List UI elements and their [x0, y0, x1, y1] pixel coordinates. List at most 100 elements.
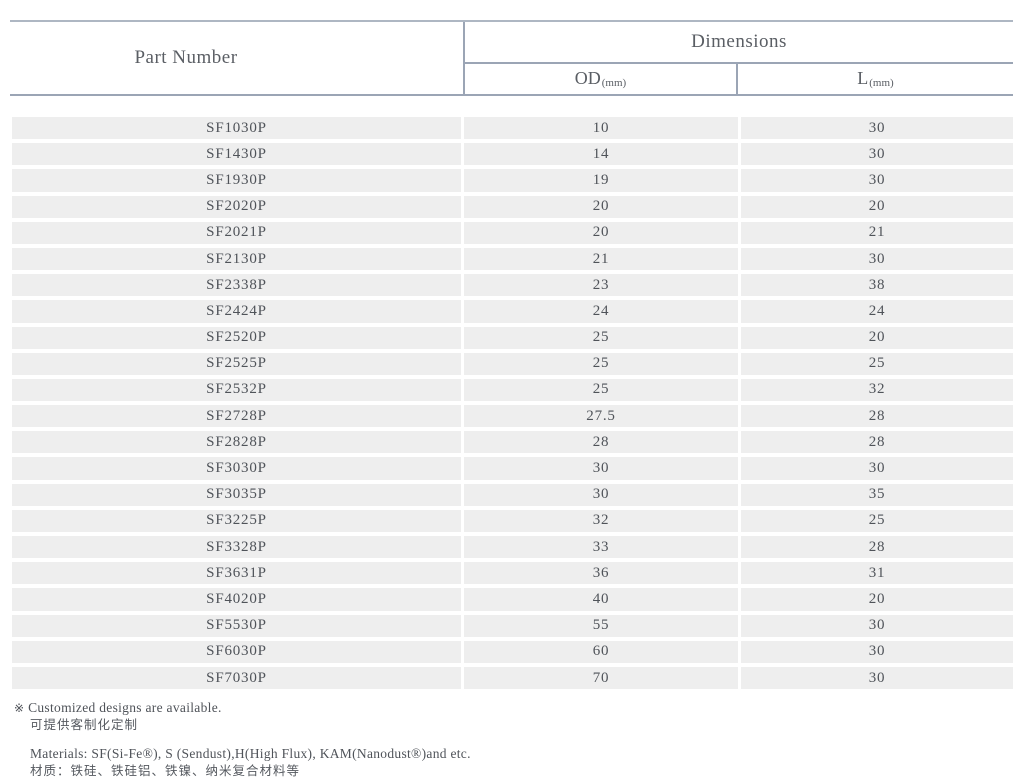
header-l: L (mm) [738, 64, 1013, 94]
cell-l: 31 [741, 562, 1013, 585]
cell-part-number: SF1430P [12, 143, 461, 166]
cell-od: 10 [464, 117, 738, 140]
table-row: SF3631P 36 31 [12, 562, 1013, 585]
cell-l: 30 [741, 117, 1013, 140]
table-row: SF3225P 32 25 [12, 509, 1013, 532]
cell-od: 30 [464, 483, 738, 506]
cell-od: 32 [464, 509, 738, 532]
cell-part-number: SF3030P [12, 457, 461, 480]
cell-l: 24 [741, 300, 1013, 323]
table-row: SF2532P 25 32 [12, 378, 1013, 402]
cell-l: 28 [741, 405, 1013, 428]
table-row: SF3328P 33 28 [12, 536, 1013, 559]
cell-od: 36 [464, 562, 738, 585]
cell-l: 25 [741, 509, 1013, 532]
table-row: SF3035P 30 35 [12, 483, 1013, 506]
header-part-number: Part Number [10, 22, 465, 94]
table-row: SF1030P 10 30 [12, 117, 1013, 140]
cell-part-number: SF2021P [12, 221, 461, 244]
note-materials-en: Materials: SF(Si-Fe®), S (Sendust),H(Hig… [30, 746, 471, 761]
table-row: SF2520P 25 20 [12, 326, 1013, 349]
table-row: SF5530P 55 30 [12, 614, 1013, 637]
header-l-unit: (mm) [869, 77, 894, 89]
table-row: SF2525P 25 25 [12, 352, 1013, 375]
table-row: SF6030P 60 30 [12, 640, 1013, 663]
cell-l: 20 [741, 588, 1013, 611]
cell-l: 35 [741, 483, 1013, 506]
cell-od: 14 [464, 143, 738, 166]
cell-l: 30 [741, 247, 1013, 271]
table-body: SF1030P 10 30 SF1430P 14 30 SF1930P 19 3… [12, 117, 1013, 690]
reference-mark-icon: ※ [14, 701, 25, 715]
cell-l: 30 [741, 457, 1013, 480]
cell-l: 38 [741, 274, 1013, 297]
cell-part-number: SF4020P [12, 588, 461, 611]
header-sub-row: OD (mm) L (mm) [465, 64, 1013, 94]
cell-od: 19 [464, 169, 738, 192]
header-dimensions: Dimensions [465, 22, 1013, 64]
table-row: SF3030P 30 30 [12, 457, 1013, 480]
cell-part-number: SF2130P [12, 247, 461, 271]
cell-od: 20 [464, 221, 738, 244]
cell-part-number: SF2728P [12, 405, 461, 428]
table-row: SF2021P 20 21 [12, 221, 1013, 244]
cell-od: 33 [464, 536, 738, 559]
cell-od: 21 [464, 247, 738, 271]
cell-od: 30 [464, 457, 738, 480]
cell-part-number: SF2520P [12, 326, 461, 349]
cell-l: 30 [741, 666, 1013, 690]
table-header: Part Number Dimensions OD (mm) L (mm) [10, 20, 1013, 96]
table-row: SF2728P 27.5 28 [12, 405, 1013, 428]
cell-part-number: SF3035P [12, 483, 461, 506]
cell-l: 30 [741, 169, 1013, 192]
cell-part-number: SF3631P [12, 562, 461, 585]
cell-od: 55 [464, 614, 738, 637]
cell-od: 70 [464, 666, 738, 690]
table-row: SF2020P 20 20 [12, 195, 1013, 218]
table-row: SF1430P 14 30 [12, 143, 1013, 166]
cell-od: 40 [464, 588, 738, 611]
cell-part-number: SF6030P [12, 640, 461, 663]
cell-l: 28 [741, 536, 1013, 559]
cell-od: 27.5 [464, 405, 738, 428]
header-dimensions-label: Dimensions [691, 31, 787, 52]
cell-part-number: SF2338P [12, 274, 461, 297]
header-od: OD (mm) [465, 64, 738, 94]
cell-l: 20 [741, 195, 1013, 218]
cell-l: 20 [741, 326, 1013, 349]
table-row: SF1930P 19 30 [12, 169, 1013, 192]
cell-l: 30 [741, 143, 1013, 166]
cell-od: 25 [464, 326, 738, 349]
cell-od: 60 [464, 640, 738, 663]
cell-od: 28 [464, 431, 738, 454]
cell-part-number: SF5530P [12, 614, 461, 637]
cell-l: 30 [741, 614, 1013, 637]
note-customized-zh: 可提供客制化定制 [30, 718, 139, 732]
cell-l: 25 [741, 352, 1013, 375]
header-part-number-label: Part Number [134, 47, 238, 68]
cell-part-number: SF3225P [12, 509, 461, 532]
note-customized-en: Customized designs are available. [28, 700, 222, 715]
cell-l: 21 [741, 221, 1013, 244]
note-materials-zh: 材质：铁硅、铁硅铝、铁镍、纳米复合材料等 [30, 764, 301, 778]
cell-part-number: SF1030P [12, 117, 461, 140]
cell-part-number: SF2424P [12, 300, 461, 323]
table-row: SF4020P 40 20 [12, 588, 1013, 611]
cell-part-number: SF2020P [12, 195, 461, 218]
table-row: SF2338P 23 38 [12, 274, 1013, 297]
cell-part-number: SF1930P [12, 169, 461, 192]
header-od-unit: (mm) [601, 77, 627, 89]
cell-part-number: SF2828P [12, 431, 461, 454]
cell-od: 20 [464, 195, 738, 218]
cell-part-number: SF3328P [12, 536, 461, 559]
table-row: SF2828P 28 28 [12, 431, 1013, 454]
cell-part-number: SF7030P [12, 666, 461, 690]
cell-od: 25 [464, 378, 738, 402]
spec-table: Part Number Dimensions OD (mm) L (mm) SF10… [10, 20, 1013, 693]
footnotes: ※ Customized designs are available. 可提供客… [14, 700, 994, 778]
header-dimensions-block: Dimensions OD (mm) L (mm) [465, 22, 1013, 94]
cell-od: 25 [464, 352, 738, 375]
header-l-label: L [857, 68, 869, 88]
cell-l: 28 [741, 431, 1013, 454]
